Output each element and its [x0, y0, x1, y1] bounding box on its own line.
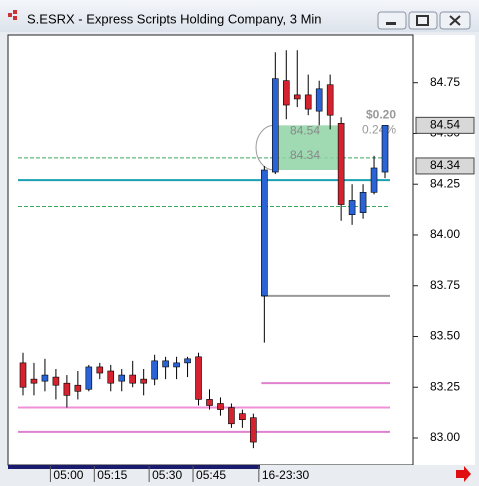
chart-panel	[8, 35, 475, 465]
candle-body	[96, 366, 104, 374]
position-percent: 0.24%	[362, 123, 396, 137]
x-tick-label: 05:45	[196, 468, 226, 482]
y-tick-label: 83.50	[430, 329, 460, 343]
candle-body	[63, 382, 71, 396]
candle-body	[151, 360, 158, 380]
x-axis-area	[8, 465, 475, 486]
candle-body	[293, 94, 301, 100]
y-tick-label: 84.00	[430, 227, 460, 241]
candle-body	[162, 360, 169, 368]
x-tick-label: 05:30	[152, 468, 182, 482]
position-arc	[255, 124, 275, 171]
candle-body	[41, 374, 49, 382]
candle-body	[206, 399, 213, 406]
candle-body	[315, 88, 323, 112]
position-top-label: 84.54	[290, 124, 320, 138]
candle-body	[30, 378, 38, 384]
candle-body	[19, 362, 27, 388]
x-tick-label: 05:15	[97, 468, 127, 482]
y-tick-label: 84.75	[430, 75, 460, 89]
candle-body	[107, 370, 115, 384]
candle-body	[381, 125, 389, 173]
candle-body	[52, 376, 60, 386]
window-title: S.ESRX - Express Scripts Holding Company…	[27, 11, 322, 26]
x-tick-label: 16-23:30	[262, 468, 310, 482]
minimize-button[interactable]	[377, 11, 407, 30]
candle-body	[272, 78, 279, 173]
candle-body	[140, 378, 147, 384]
position-change: $0.20	[366, 108, 396, 122]
candle-body	[282, 80, 290, 106]
candle-body	[261, 169, 268, 297]
maximize-button[interactable]	[408, 11, 438, 30]
candle-body	[217, 403, 224, 410]
candle-body	[173, 362, 180, 368]
candle-body	[129, 374, 136, 384]
position-bottom-label: 84.34	[290, 148, 320, 162]
candle-body	[239, 413, 246, 421]
price-tag-label: 84.34	[430, 158, 460, 172]
candle-body	[337, 123, 345, 205]
price-tag	[415, 157, 475, 175]
candle-body	[195, 356, 202, 400]
candle-body	[118, 374, 126, 382]
candle-body	[370, 167, 378, 193]
candle-body	[326, 84, 334, 116]
candle-body	[359, 192, 367, 213]
candle-body	[85, 366, 93, 390]
candle-body	[228, 407, 235, 425]
app-icon	[8, 10, 17, 20]
y-tick-label: 83.75	[430, 278, 460, 292]
session-band	[8, 465, 260, 469]
y-tick-label: 84.25	[430, 176, 460, 190]
y-tick-label: 83.25	[430, 379, 460, 393]
candle-body	[184, 358, 191, 364]
scroll-arrow[interactable]	[456, 466, 471, 482]
position-box	[274, 125, 342, 171]
candle-body	[304, 94, 312, 110]
candle-body	[74, 384, 82, 392]
price-tag-label: 84.54	[430, 118, 460, 132]
candle-body	[250, 417, 257, 443]
y-tick-label: 83.00	[430, 430, 460, 444]
candle-body	[348, 200, 356, 215]
close-button[interactable]	[439, 11, 471, 30]
x-tick-label: 05:00	[53, 468, 83, 482]
price-tag	[415, 116, 475, 134]
